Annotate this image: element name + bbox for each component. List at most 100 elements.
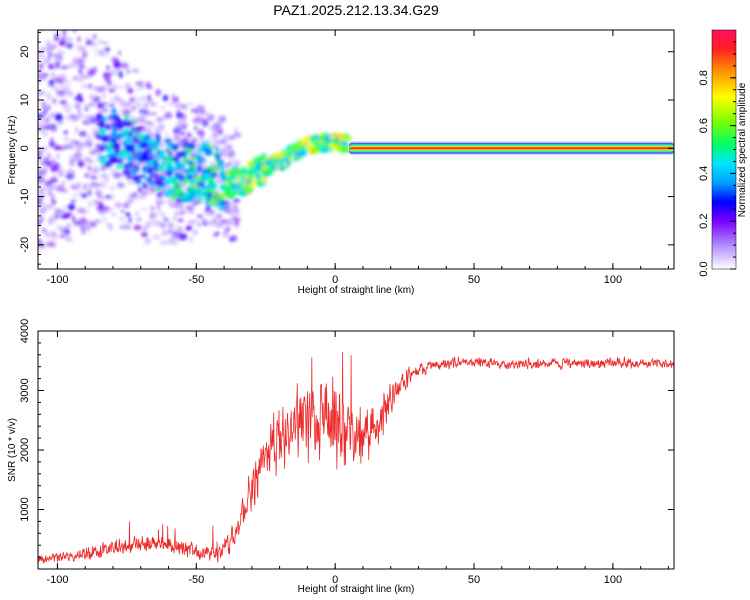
spectral-ridge-blob (163, 183, 169, 188)
spectral-noise-blob (218, 139, 227, 145)
spectral-noise-blob (196, 214, 204, 219)
spectral-ridge-blob (124, 145, 132, 152)
spectral-noise-blob (124, 199, 132, 205)
spectral-ridge-blob (173, 144, 179, 151)
spectral-noise-blob (141, 113, 146, 118)
spectral-noise-blob (100, 181, 107, 189)
spectral-noise-blob (191, 107, 195, 114)
spectral-noise-blob (71, 199, 76, 204)
spectral-ridge-blob (301, 147, 307, 154)
spectral-noise-blob (152, 234, 161, 240)
spectral-noise-blob (214, 231, 220, 236)
spectral-noise-blob (81, 209, 90, 215)
spectral-noise-blob (80, 74, 90, 80)
spectral-noise-blob (62, 103, 68, 110)
spectral-noise-blob (77, 181, 81, 189)
snr-series-line (38, 351, 674, 564)
spectral-noise-blob (155, 199, 165, 205)
spectral-noise-blob (104, 195, 112, 199)
spectral-noise-blob (47, 220, 53, 225)
spectral-ridge-blob (201, 140, 207, 148)
spectral-noise-blob (215, 178, 222, 184)
spectral-noise-blob (94, 219, 102, 223)
spectral-noise-blob (58, 209, 65, 215)
spectral-noise-blob (84, 172, 90, 178)
spectral-ridge-blob (111, 126, 118, 133)
spectrogram-y-tick-label: 20 (19, 46, 31, 58)
spectral-noise-blob (60, 214, 69, 219)
spectral-ridge-blob (168, 151, 173, 158)
spectral-noise-blob (90, 175, 98, 180)
spectral-noise-blob (99, 173, 109, 179)
spectral-noise-blob (104, 46, 110, 53)
spectral-ridge-blob (125, 120, 133, 128)
spectral-noise-blob (54, 113, 63, 122)
spectrogram-y-axis-title: Frequency (Hz) (7, 116, 18, 185)
spectral-noise-blob (85, 134, 93, 142)
spectral-ridge-blob (155, 185, 163, 192)
spectral-noise-blob (155, 88, 162, 97)
spectral-ridge-blob (180, 198, 186, 203)
spectral-noise-blob (119, 107, 125, 115)
spectral-noise-blob (45, 92, 52, 98)
spectral-ridge-blob (193, 192, 201, 197)
spectral-noise-blob (173, 231, 183, 235)
spectral-noise-blob (118, 70, 123, 79)
spectral-noise-blob (231, 235, 238, 242)
spectral-noise-blob (38, 244, 46, 250)
spectral-noise-blob (104, 75, 111, 83)
spectral-noise-blob (74, 221, 82, 225)
spectral-noise-blob (176, 111, 183, 119)
spectral-noise-blob (113, 61, 122, 69)
spectral-noise-blob (84, 221, 91, 229)
spectral-noise-blob (75, 102, 81, 110)
colorbar-tick-label: 0.4 (698, 166, 710, 181)
spectrogram-y-tick-label: 10 (19, 94, 31, 106)
spectral-noise-blob (167, 228, 175, 234)
spectral-noise-blob (160, 105, 166, 111)
spectral-ridge-blob (272, 165, 277, 172)
spectral-ridge-blob (255, 180, 263, 187)
spectral-noise-blob (89, 192, 93, 197)
spectral-ridge-blob (189, 184, 196, 190)
spectral-noise-blob (59, 100, 67, 105)
spectral-noise-blob (111, 56, 118, 62)
spectral-ridge-blob (282, 149, 287, 157)
spectral-noise-blob (64, 109, 72, 113)
spectral-noise-blob (156, 117, 166, 122)
spectral-noise-blob (77, 108, 82, 116)
spectral-ridge-blob (148, 179, 155, 187)
spectral-noise-blob (194, 115, 204, 122)
colorbar-tick-label: 0.8 (698, 70, 710, 85)
spectral-noise-blob (109, 97, 119, 104)
spectral-ridge-blob (169, 194, 178, 200)
spectral-noise-blob (77, 66, 84, 73)
spectral-ridge-blob (321, 147, 329, 154)
spectral-noise-blob (126, 109, 132, 114)
spectral-noise-blob (38, 74, 42, 80)
spectral-noise-blob (135, 218, 141, 222)
spectral-ridge-blob (292, 143, 301, 150)
spectral-noise-blob (174, 211, 182, 217)
spectral-ridge-blob (340, 139, 346, 146)
spectral-ridge-blob (207, 192, 213, 198)
spectral-noise-blob (141, 207, 148, 212)
spectral-noise-blob (144, 238, 152, 245)
spectral-ridge-blob (107, 141, 113, 149)
spectral-ridge-blob (265, 159, 274, 165)
spectral-noise-blob (38, 197, 43, 202)
spectral-noise-blob (150, 205, 155, 212)
spectral-noise-blob (50, 232, 59, 240)
spectral-noise-blob (105, 65, 111, 71)
spectral-ridge-blob (183, 157, 188, 165)
spectrogram-x-axis-title: Height of straight line (km) (298, 285, 415, 296)
spectral-noise-blob (177, 218, 184, 222)
spectral-noise-blob (94, 49, 100, 56)
spectral-noise-blob (137, 97, 147, 101)
spectral-ridge-blob (146, 160, 154, 168)
spectral-noise-blob (41, 58, 50, 65)
spectral-noise-blob (222, 134, 231, 141)
spectral-ridge-blob (292, 156, 300, 162)
spectral-noise-blob (47, 241, 56, 248)
spectral-noise-blob (177, 102, 183, 110)
